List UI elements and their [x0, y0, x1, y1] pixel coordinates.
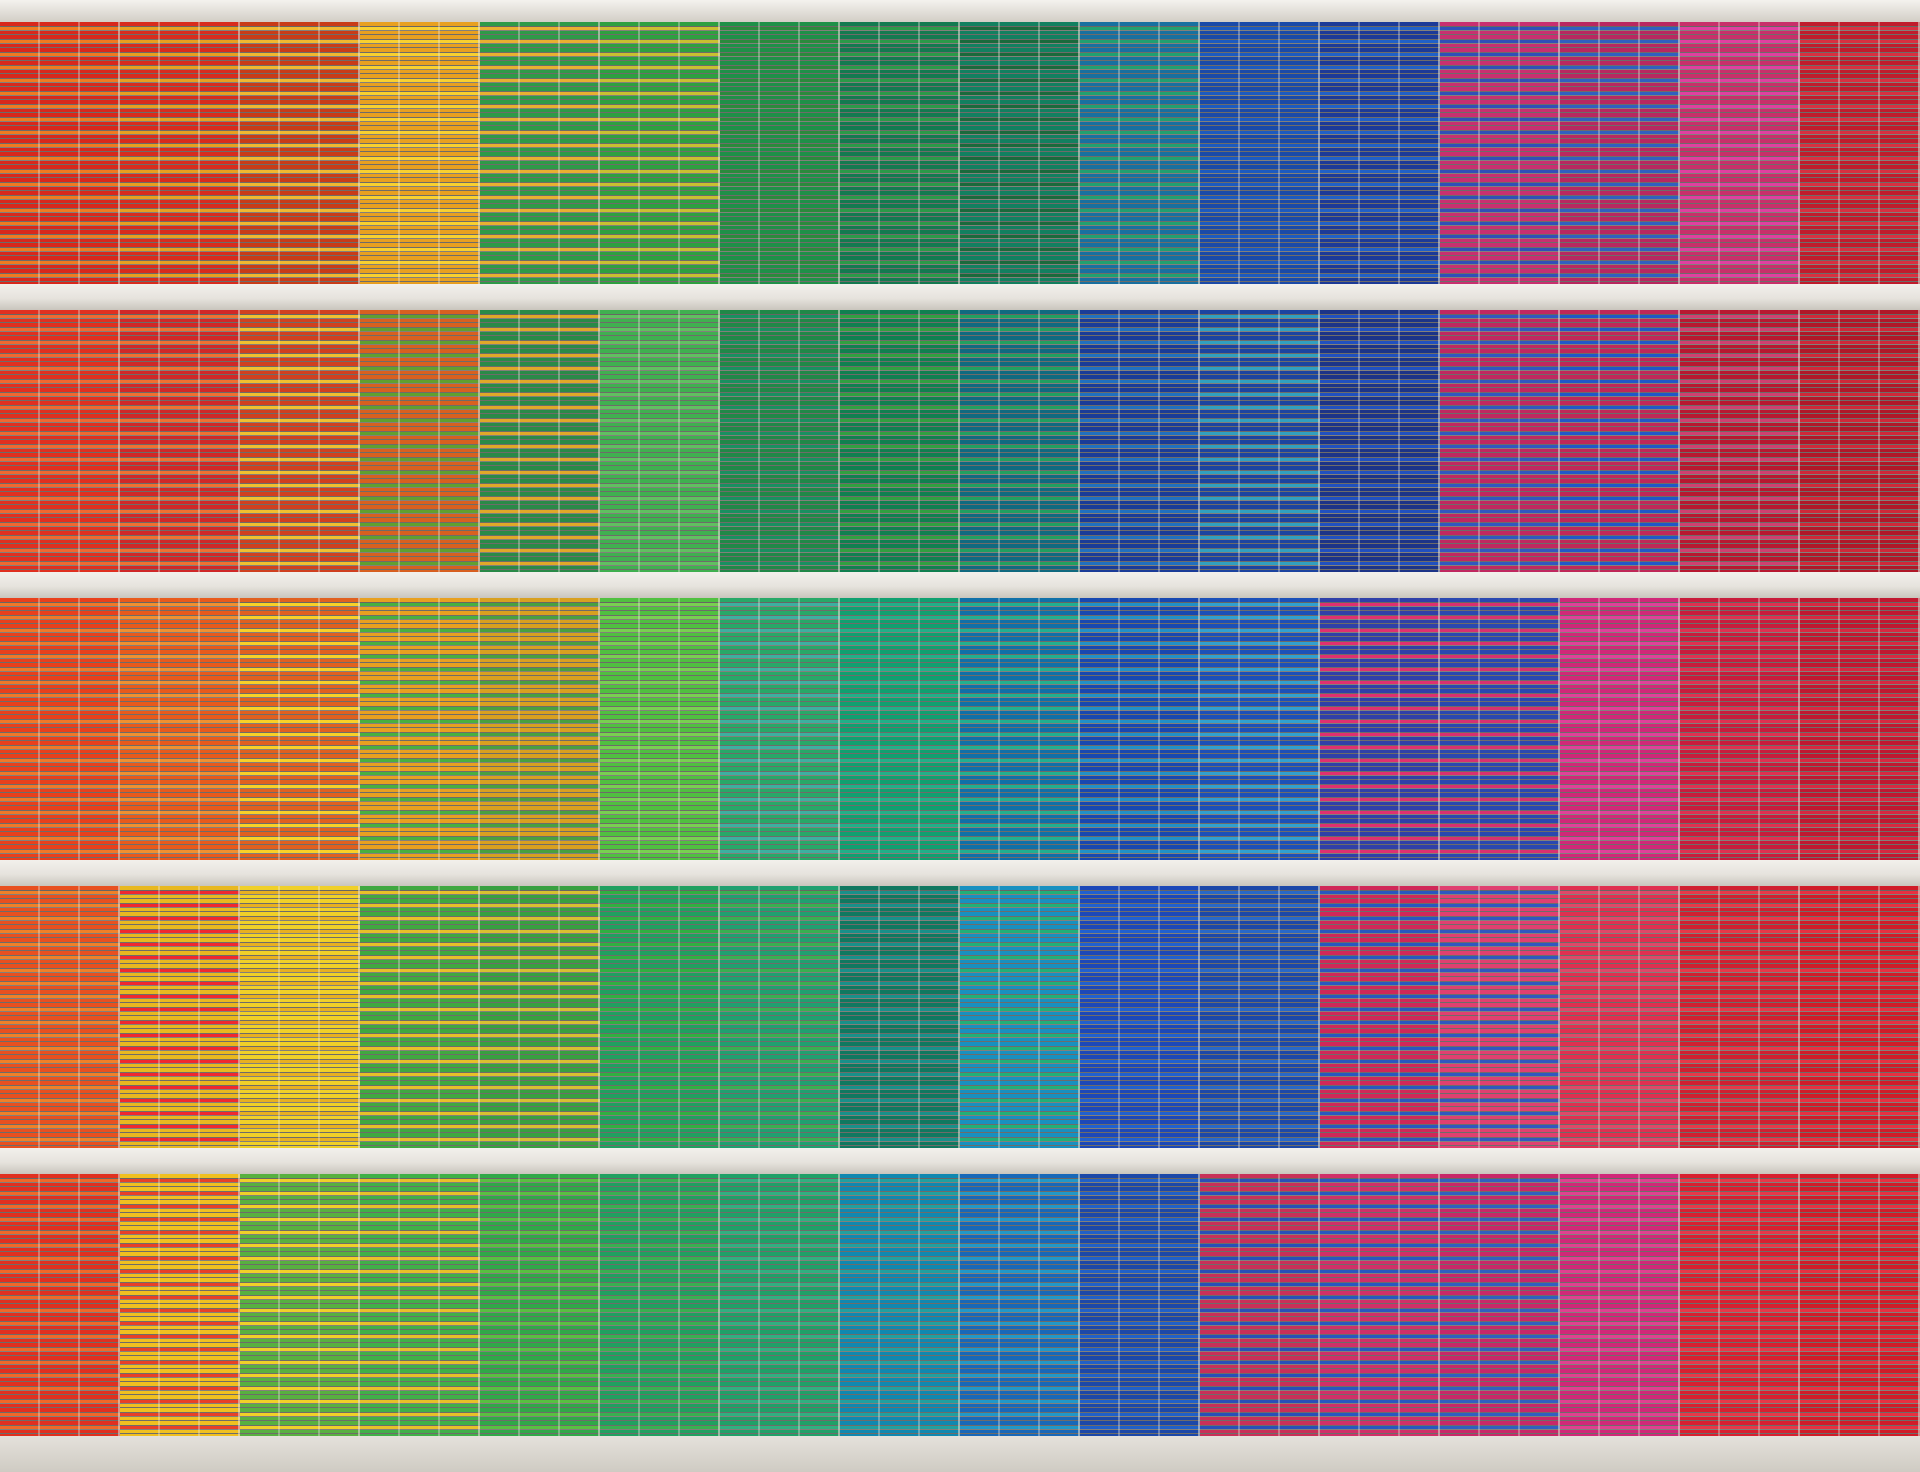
blind-panel	[1800, 1174, 1920, 1436]
blind-panel	[1800, 886, 1920, 1148]
blind-panel	[1320, 1174, 1440, 1436]
blind-panel	[240, 310, 360, 572]
blind-panel	[1680, 310, 1800, 572]
floor-slab	[0, 284, 1920, 310]
blind-panel	[840, 310, 960, 572]
blind-panel	[720, 310, 840, 572]
window-row	[0, 598, 1920, 860]
blind-panel	[240, 1174, 360, 1436]
blind-panel	[120, 310, 240, 572]
blind-panel	[240, 886, 360, 1148]
blind-panel	[120, 598, 240, 860]
blind-panel	[840, 598, 960, 860]
blind-panel	[720, 22, 840, 284]
blind-panel	[1440, 598, 1560, 860]
blind-panel	[1680, 1174, 1800, 1436]
blind-panel	[960, 1174, 1080, 1436]
blind-panel	[1560, 22, 1680, 284]
blind-panel	[960, 598, 1080, 860]
blind-panel	[1560, 1174, 1680, 1436]
blind-panel	[1800, 598, 1920, 860]
blind-panel	[480, 310, 600, 572]
blind-panel	[1080, 1174, 1200, 1436]
blind-panel	[1800, 22, 1920, 284]
blind-panel	[1440, 886, 1560, 1148]
blind-panel	[1200, 886, 1320, 1148]
blind-panel	[960, 22, 1080, 284]
blind-panel	[0, 886, 120, 1148]
blind-panel	[480, 598, 600, 860]
blind-panel	[840, 22, 960, 284]
blind-panel	[960, 886, 1080, 1148]
blind-panel	[120, 22, 240, 284]
window-row	[0, 22, 1920, 284]
blind-panel	[360, 886, 480, 1148]
blind-panel	[1080, 886, 1200, 1148]
blind-panel	[0, 22, 120, 284]
blind-panel	[480, 1174, 600, 1436]
window-row	[0, 1174, 1920, 1436]
blind-panel	[1680, 598, 1800, 860]
blind-panel	[840, 1174, 960, 1436]
blind-panel	[1200, 310, 1320, 572]
blind-panel	[240, 598, 360, 860]
blind-panel	[1200, 598, 1320, 860]
blind-panel	[0, 598, 120, 860]
floor-slab	[0, 1148, 1920, 1174]
blind-panel	[600, 22, 720, 284]
blind-panel	[360, 22, 480, 284]
blind-panel	[480, 886, 600, 1148]
blind-panel	[960, 310, 1080, 572]
blind-panel	[360, 598, 480, 860]
blind-panel	[0, 1174, 120, 1436]
blind-panel	[600, 1174, 720, 1436]
blind-panel	[1320, 598, 1440, 860]
blind-panel	[720, 886, 840, 1148]
blind-panel	[240, 22, 360, 284]
blind-panel	[1680, 22, 1800, 284]
blind-panel	[720, 598, 840, 860]
floor-slab	[0, 572, 1920, 598]
floor-slab	[0, 1436, 1920, 1472]
blind-panel	[0, 310, 120, 572]
blind-panel	[360, 1174, 480, 1436]
blind-panel	[1080, 22, 1200, 284]
blind-panel	[1440, 22, 1560, 284]
blind-panel	[1560, 598, 1680, 860]
blind-panel	[720, 1174, 840, 1436]
blind-panel	[600, 598, 720, 860]
blind-panel	[840, 886, 960, 1148]
blind-panel	[600, 886, 720, 1148]
blind-panel	[1440, 310, 1560, 572]
blind-panel	[1320, 22, 1440, 284]
window-row	[0, 886, 1920, 1148]
blind-panel	[1200, 22, 1320, 284]
blind-panel	[1440, 1174, 1560, 1436]
blind-panel	[1320, 310, 1440, 572]
blind-panel	[1080, 310, 1200, 572]
floor-slab	[0, 0, 1920, 22]
blind-panel	[1320, 886, 1440, 1148]
blind-panel	[1680, 886, 1800, 1148]
blind-panel	[360, 310, 480, 572]
blind-panel	[600, 310, 720, 572]
floor-slab	[0, 860, 1920, 886]
blind-panel	[1560, 886, 1680, 1148]
blind-panel	[1560, 310, 1680, 572]
blind-panel	[1080, 598, 1200, 860]
blind-panel	[480, 22, 600, 284]
blind-panel	[120, 1174, 240, 1436]
window-row	[0, 310, 1920, 572]
blind-panel	[1800, 310, 1920, 572]
blind-panel	[120, 886, 240, 1148]
blind-panel	[1200, 1174, 1320, 1436]
